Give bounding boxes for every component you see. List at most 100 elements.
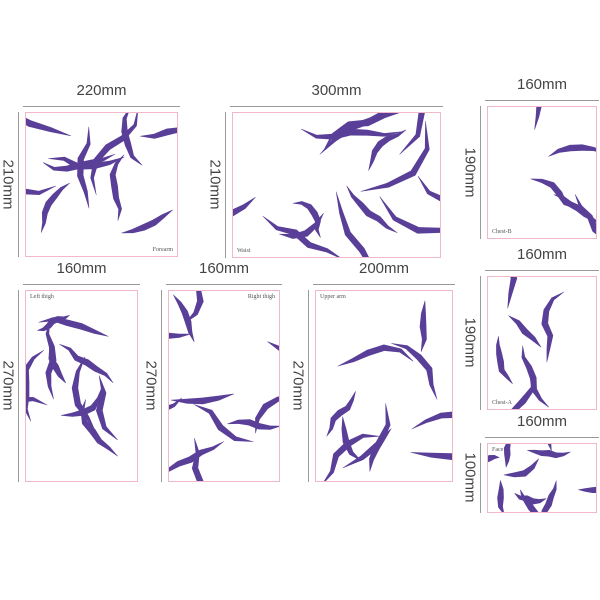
lightning-stroke: [411, 411, 452, 430]
face-tattoo-design: [488, 444, 596, 512]
sheet-left-thigh: Left thigh: [25, 290, 138, 482]
lightning-stroke: [60, 387, 102, 417]
lightning-stroke: [514, 492, 547, 505]
lightning-stroke: [337, 344, 414, 367]
lightning-stroke: [391, 343, 438, 400]
upper-arm-height-dimension-line: [308, 290, 309, 482]
chest-a-width-label: 160mm: [516, 246, 568, 263]
lightning-stroke: [341, 416, 362, 462]
lightning-stroke: [71, 356, 96, 433]
lightning-stroke: [503, 444, 511, 468]
lightning-stroke: [59, 344, 114, 384]
face-height-label: 100mm: [461, 452, 479, 503]
sheet-forearm: Forearm: [25, 112, 178, 257]
left-thigh-width-dimension-line: [23, 284, 140, 285]
lightning-stroke: [95, 375, 118, 441]
lightning-stroke: [503, 458, 539, 478]
chest-a-tattoo-design: [496, 277, 565, 409]
lightning-stroke: [527, 449, 571, 459]
lightning-stroke: [323, 433, 380, 481]
sheet-chest-b: Chest-B: [487, 106, 597, 239]
upper-arm-width-dimension-line: [313, 284, 455, 285]
lightning-stroke: [369, 428, 392, 472]
lightning-stroke: [507, 277, 518, 309]
lightning-stroke: [191, 438, 204, 481]
lightning-stroke: [40, 182, 71, 233]
sheet-face: Face: [487, 443, 597, 513]
left-thigh-width-label: 160mm: [56, 260, 107, 277]
chest-a-width-dimension-line: [485, 270, 599, 271]
chest-b-width-label: 160mm: [516, 76, 568, 93]
lightning-stroke: [169, 332, 192, 339]
lightning-stroke: [541, 480, 557, 512]
chest-a-sheet-label: Chest-A: [492, 400, 512, 406]
right-thigh-width-dimension-line: [166, 284, 282, 285]
lightning-stroke: [360, 120, 430, 192]
forearm-height-label: 210mm: [0, 158, 17, 210]
face-width-dimension-line: [485, 437, 599, 438]
lightning-stroke: [323, 113, 400, 151]
lightning-stroke: [511, 371, 536, 409]
forearm-width-dimension-line: [23, 106, 180, 107]
right-thigh-width-label: 160mm: [198, 260, 250, 277]
upper-arm-width-label: 200mm: [358, 260, 410, 277]
lightning-stroke: [342, 403, 391, 469]
lightning-stroke: [508, 315, 542, 348]
upper-arm-sheet-label: Upper arm: [320, 294, 346, 300]
lightning-stroke: [255, 396, 279, 434]
lightning-stroke: [553, 194, 596, 223]
lightning-stroke: [227, 419, 279, 430]
lightning-stroke: [335, 191, 369, 257]
right-thigh-height-dimension-line: [161, 290, 162, 482]
waist-width-dimension-line: [230, 106, 443, 107]
lightning-stroke: [173, 294, 195, 343]
right-thigh-sheet-label: Right thigh: [247, 294, 275, 300]
forearm-height-dimension-line: [18, 112, 19, 257]
waist-tattoo-design: [233, 113, 440, 257]
lightning-stroke: [90, 113, 138, 196]
lightning-stroke: [399, 113, 425, 155]
lightning-stroke: [279, 212, 324, 239]
lightning-stroke: [77, 126, 91, 209]
left-thigh-height-label: 270mm: [0, 360, 17, 411]
waist-height-label: 210mm: [206, 159, 224, 210]
lightning-stroke: [326, 391, 356, 437]
chest-a-height-label: 190mm: [461, 317, 479, 368]
lightning-stroke: [80, 399, 118, 457]
lightning-stroke: [419, 300, 427, 352]
lightning-stroke: [497, 480, 504, 512]
lightning-stroke: [292, 201, 321, 238]
face-width-label: 160mm: [516, 413, 568, 430]
lightning-stroke: [26, 396, 48, 406]
lightning-stroke: [26, 349, 45, 422]
forearm-width-label: 220mm: [76, 82, 127, 99]
lightning-stroke: [496, 336, 513, 385]
chest-b-height-dimension-line: [480, 106, 481, 239]
lightning-stroke: [379, 196, 440, 234]
lightning-stroke: [121, 113, 143, 166]
left-thigh-tattoo-design: [26, 314, 118, 457]
lightning-stroke: [534, 107, 542, 130]
upper-arm-tattoo-design: [323, 300, 452, 481]
sheet-upper-arm: Upper arm: [315, 290, 453, 482]
lightning-stroke: [488, 454, 500, 463]
lightning-stroke: [193, 404, 254, 442]
lightning-stroke: [26, 117, 72, 137]
upper-arm-height-label: 270mm: [289, 360, 307, 411]
lightning-stroke: [233, 196, 256, 217]
lightning-stroke: [547, 444, 552, 452]
right-thigh-height-label: 270mm: [142, 360, 160, 411]
chest-b-width-dimension-line: [485, 100, 599, 101]
lightning-stroke: [170, 393, 235, 405]
right-thigh-tattoo-design: [169, 291, 279, 481]
lightning-stroke: [169, 397, 183, 410]
lightning-stroke: [410, 452, 452, 461]
lightning-stroke: [140, 127, 177, 139]
left-thigh-height-dimension-line: [18, 290, 19, 482]
forearm-tattoo-design: [26, 113, 177, 234]
lightning-stroke: [300, 128, 402, 140]
chest-a-height-dimension-line: [480, 276, 481, 410]
chest-b-sheet-label: Chest-B: [492, 229, 512, 235]
waist-height-dimension-line: [225, 112, 226, 258]
lightning-stroke: [368, 129, 407, 171]
